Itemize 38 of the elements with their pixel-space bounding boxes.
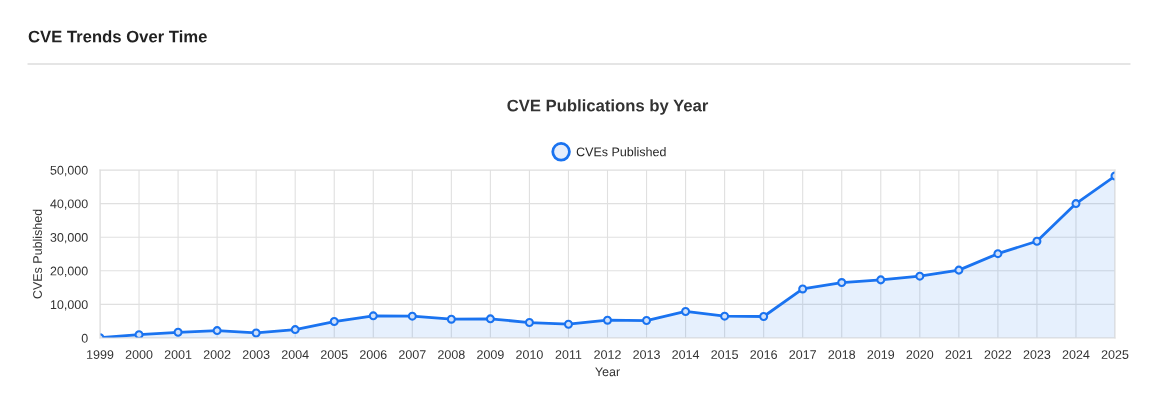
x-tick-label: 2003 [242, 350, 270, 359]
x-tick-label: 2010 [516, 350, 543, 359]
x-tick-label: 2020 [906, 350, 934, 359]
x-tick-label: 2024 [1062, 350, 1090, 359]
y-tick-label: 20,000 [50, 266, 88, 277]
y-tick-label: 40,000 [50, 199, 88, 210]
y-axis-title: CVEs Published [32, 209, 42, 299]
y-tick-label: 50,000 [50, 165, 88, 177]
x-tick-label: 2005 [320, 350, 348, 359]
x-tick-label: 2016 [750, 350, 778, 359]
x-tick-label: 2012 [594, 350, 621, 359]
x-tick-label: 2011 [555, 350, 582, 359]
x-tick-label: 2017 [789, 350, 816, 359]
x-tick-label: 2007 [399, 350, 426, 359]
y-tick-label: 30,000 [50, 233, 88, 244]
y-tick-label: 0 [81, 333, 88, 343]
x-tick-label: 2002 [203, 350, 231, 359]
x-tick-label: 2001 [164, 350, 192, 359]
legend-label: CVEs Published [576, 147, 666, 157]
x-tick-label: 2021 [945, 350, 973, 359]
x-tick-label: 2015 [711, 350, 738, 359]
x-tick-label: 2014 [672, 350, 700, 359]
x-tick-label: 2018 [828, 350, 856, 359]
x-tick-label: 2006 [360, 350, 387, 359]
x-tick-label: 2013 [633, 350, 660, 359]
x-tick-label: 2022 [984, 350, 1012, 359]
x-tick-label: 2025 [1101, 350, 1129, 359]
x-tick-label: 1999 [87, 350, 114, 359]
x-tick-label: 2004 [281, 350, 309, 359]
y-tick-label: 10,000 [50, 300, 88, 311]
x-tick-label: 2000 [125, 350, 153, 359]
x-tick-label: 2008 [438, 350, 465, 359]
x-tick-label: 2009 [477, 350, 504, 359]
x-tick-label: 2019 [867, 350, 895, 359]
chart-subtitle: CVE Publications by Year [507, 99, 709, 115]
x-tick-label: 2023 [1023, 350, 1051, 359]
chart-title: CVE Trends Over Time [28, 30, 207, 43]
x-axis-title: Year [595, 367, 620, 377]
